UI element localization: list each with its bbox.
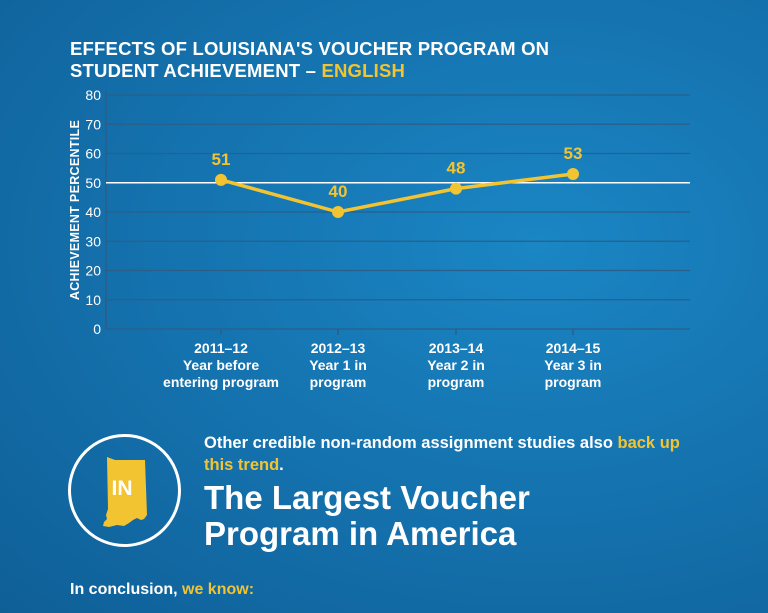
y-tick-label: 10 [85, 292, 101, 308]
note-suffix: . [279, 456, 284, 474]
x-category-label: 2014–15 Year 3 in program [508, 340, 638, 391]
data-label: 53 [564, 144, 583, 163]
x-category-desc: program [309, 374, 367, 390]
data-point [215, 173, 227, 186]
x-category-label: 2012–13 Year 1 in program [273, 340, 403, 391]
data-label: 48 [447, 159, 466, 178]
x-category-year: 2011–12 [194, 340, 248, 356]
headline-line1: The Largest Voucher [204, 479, 530, 516]
x-category-year: 2014–15 [545, 340, 601, 356]
y-tick-label: 0 [93, 321, 101, 337]
title-line1: EFFECTS OF LOUISIANA'S VOUCHER PROGRAM O… [70, 38, 550, 59]
x-category-desc: Year 3 in [544, 357, 602, 373]
conclusion: In conclusion, we know: [70, 581, 254, 599]
note-accent: back up this trend [204, 434, 680, 474]
y-tick-label: 20 [85, 263, 101, 279]
x-category-desc: Year 1 in [309, 357, 367, 373]
title-line2-accent: ENGLISH [321, 60, 406, 81]
y-tick-label: 40 [85, 204, 101, 220]
supporting-note: Other credible non-random assignment stu… [204, 432, 684, 476]
conclusion-accent: we know: [182, 581, 255, 598]
data-label: 40 [329, 182, 348, 201]
x-category-label: 2013–14 Year 2 in program [391, 340, 521, 391]
series-line [220, 172, 574, 214]
y-tick-label: 30 [85, 233, 101, 249]
state-abbr: IN [111, 477, 133, 500]
x-category-year: 2013–14 [428, 340, 484, 356]
x-category-desc: program [544, 374, 602, 390]
conclusion-prefix: In conclusion, [70, 581, 183, 598]
y-tick-label: 50 [85, 175, 101, 191]
x-category-desc: program [427, 374, 485, 390]
x-category-desc: entering program [163, 374, 279, 390]
y-tick-label: 60 [85, 146, 101, 162]
title-line2-prefix: STUDENT ACHIEVEMENT – [70, 60, 322, 81]
indiana-badge: IN [68, 434, 181, 547]
line-chart: 0 10 20 30 40 50 60 70 80 51 40 48 53 [85, 87, 690, 337]
x-category-desc: Year 2 in [427, 357, 485, 373]
x-category-desc: Year before [182, 357, 260, 373]
data-point [332, 206, 344, 218]
chart-title: EFFECTS OF LOUISIANA'S VOUCHER PROGRAM O… [70, 38, 590, 82]
indiana-state-icon [103, 457, 147, 527]
y-tick-label: 70 [85, 116, 101, 132]
data-point [450, 182, 462, 195]
headline: The Largest Voucher Program in America [204, 480, 684, 552]
y-tick-label: 80 [85, 87, 101, 103]
x-category-year: 2012–13 [310, 340, 366, 356]
note-prefix: Other credible non-random assignment stu… [204, 434, 618, 452]
headline-line2: Program in America [204, 515, 517, 552]
data-label: 51 [212, 150, 231, 169]
x-category-label: 2011–12 Year before entering program [156, 340, 286, 391]
data-point [567, 167, 579, 180]
